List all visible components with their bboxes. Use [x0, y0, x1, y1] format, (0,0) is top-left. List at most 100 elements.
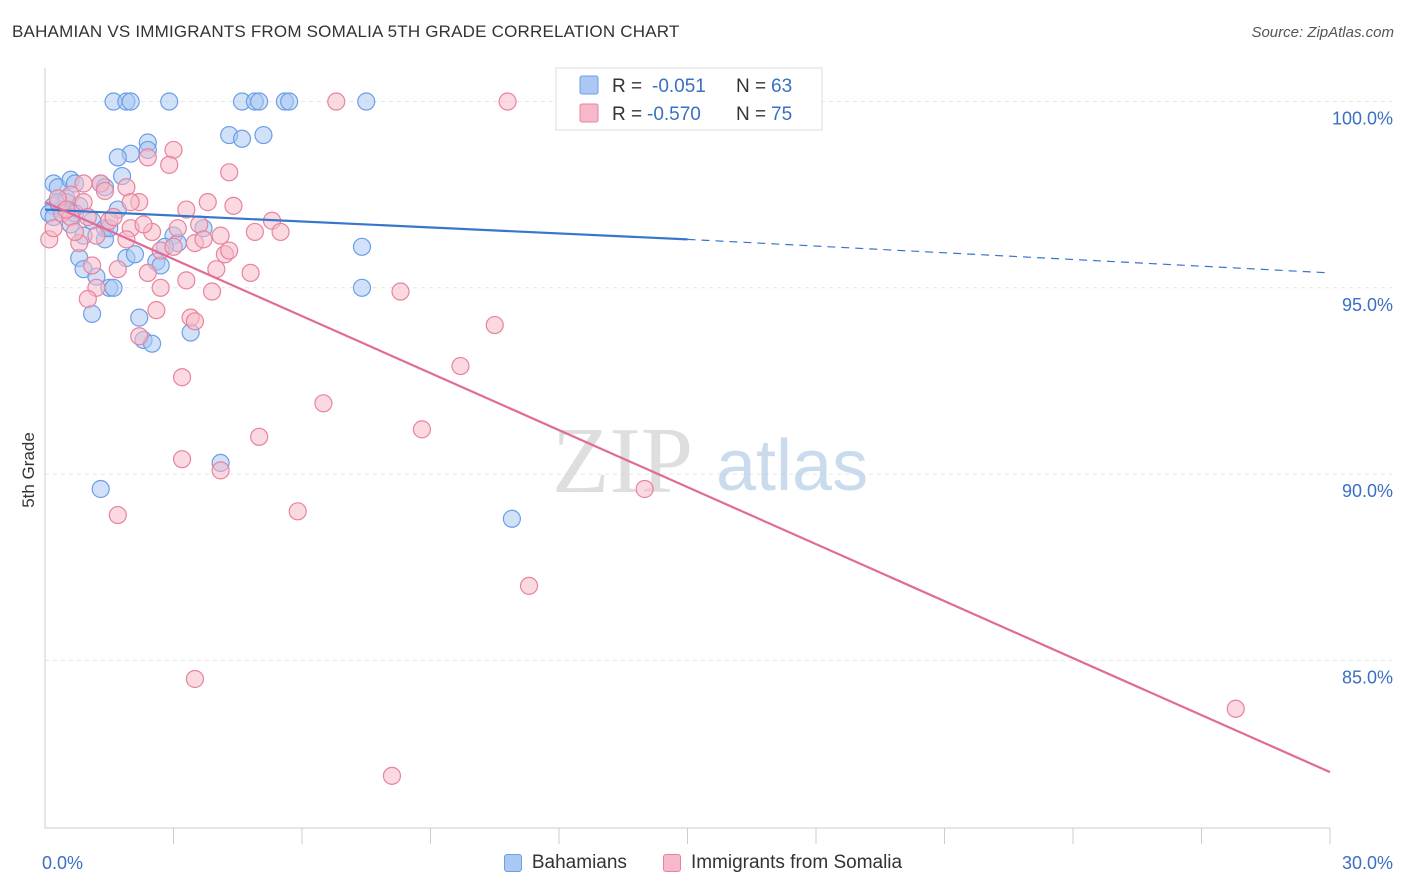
- trend-extension-0: [687, 238, 1331, 274]
- stats-n-label-2: N =: [736, 104, 766, 125]
- point-series0-16: [108, 148, 127, 167]
- point-series1-5: [220, 163, 239, 182]
- legend-item-somalia[interactable]: Immigrants from Somalia: [662, 852, 903, 874]
- x-tick-label-0: 0.0%: [42, 853, 83, 873]
- point-series1-56: [211, 461, 230, 480]
- point-series1-62: [382, 766, 402, 785]
- legend-swatch-bahamians: [503, 854, 522, 872]
- svg-text:R = -0.051 N =: R = -0.051 N = 63: [612, 76, 792, 97]
- point-series1-72: [220, 241, 239, 260]
- point-series0-36: [125, 245, 145, 264]
- point-series1-58: [108, 505, 127, 525]
- point-series1-48: [130, 327, 149, 346]
- legend-item-bahamians[interactable]: Bahamians: [503, 852, 627, 874]
- point-series1-55: [172, 450, 192, 469]
- chart-title: BAHAMIAN VS IMMIGRANTS FROM SOMALIA 5TH …: [12, 22, 680, 41]
- point-series1-69: [134, 215, 153, 234]
- y-tick-label-2: 90.0%: [1342, 481, 1393, 501]
- x-tick-label-1: 30.0%: [1342, 853, 1393, 873]
- point-series1-29: [87, 226, 106, 245]
- point-series1-63: [1226, 699, 1245, 718]
- stats-swatch-bahamians: [579, 75, 599, 95]
- point-series1-39: [241, 263, 260, 283]
- point-series0-50: [130, 308, 149, 327]
- point-series1-61: [185, 669, 205, 689]
- point-series1-50: [451, 356, 470, 376]
- y-tick-label-0: 100.0%: [1332, 109, 1393, 129]
- point-series0-3: [160, 92, 179, 111]
- svg-text:R = -0.570 N =: R = -0.570 N = 75: [612, 104, 792, 125]
- point-series1-9: [74, 193, 93, 212]
- point-series1-57: [635, 479, 654, 499]
- series-legend: Bahamians Immigrants from Somalia: [0, 852, 1406, 874]
- watermark-zip: ZIP: [552, 409, 693, 513]
- trend-lines: [44, 201, 1331, 774]
- stats-swatch-somalia: [579, 103, 599, 123]
- point-series0-47: [352, 237, 372, 256]
- legend-label-bahamians: Bahamians: [531, 852, 627, 873]
- y-axis-label: 5th Grade: [19, 432, 38, 508]
- point-series0-14: [254, 125, 273, 145]
- point-series1-52: [314, 394, 333, 413]
- watermark-atlas: atlas: [716, 426, 868, 506]
- point-series1-3: [138, 148, 157, 167]
- point-series0-56: [502, 509, 521, 528]
- stats-n-value-1: 63: [771, 76, 792, 97]
- point-series1-12: [177, 200, 196, 219]
- point-series1-70: [164, 237, 183, 256]
- stats-legend-box: [555, 67, 823, 131]
- point-series1-10: [95, 181, 115, 201]
- legend-swatch-somalia: [662, 854, 681, 872]
- point-series1-59: [288, 502, 307, 521]
- point-series1-71: [194, 230, 213, 249]
- point-series0-9: [357, 92, 376, 111]
- stats-r-value-2: -0.570: [647, 104, 701, 125]
- point-series1-22: [168, 219, 187, 238]
- point-series1-36: [138, 263, 157, 283]
- point-series1-25: [245, 222, 264, 242]
- point-series1-45: [147, 301, 166, 320]
- point-series1-53: [250, 427, 269, 446]
- point-series1-0: [327, 92, 346, 111]
- point-series1-51: [172, 368, 192, 387]
- point-series1-4: [160, 155, 179, 174]
- stats-r-label-1: R =: [612, 76, 642, 97]
- axes: [44, 68, 1331, 844]
- stats-n-value-2: 75: [771, 104, 792, 125]
- y-tick-label-3: 85.0%: [1342, 667, 1393, 687]
- stats-n-label-1: N =: [736, 76, 766, 97]
- point-series0-49: [83, 304, 102, 323]
- point-series1-74: [121, 193, 140, 212]
- stats-r-value-1: -0.051: [652, 76, 706, 97]
- point-series0-2: [121, 92, 140, 111]
- point-series0-6: [250, 92, 269, 111]
- gridlines: [45, 101, 1392, 661]
- point-series1-42: [202, 282, 222, 301]
- point-series1-44: [78, 289, 97, 309]
- point-series1-73: [74, 174, 93, 193]
- point-series1-2: [164, 140, 183, 160]
- point-series1-14: [224, 196, 243, 215]
- point-series1-54: [412, 420, 432, 439]
- point-series0-48: [352, 278, 372, 297]
- point-series1-35: [108, 260, 127, 279]
- stats-legend: R = -0.051 N = 63 R = -0.570 N = 75: [555, 67, 823, 131]
- point-series0-8: [280, 92, 299, 111]
- trend-line-1: [44, 201, 1331, 774]
- tick-labels: 100.0% 95.0% 90.0% 85.0% 0.0% 30.0%: [42, 109, 1393, 873]
- point-series0-44: [104, 278, 123, 297]
- point-series1-7: [117, 178, 136, 197]
- point-series1-41: [151, 278, 170, 297]
- stats-r-label-2: R =: [612, 104, 642, 125]
- trend-line-0: [44, 208, 688, 241]
- point-series1-49: [485, 315, 504, 335]
- point-series1-34: [83, 256, 102, 275]
- chart-source: Source: ZipAtlas.com: [1251, 24, 1394, 41]
- legend-label-somalia: Immigrants from Somalia: [690, 852, 903, 873]
- point-series1-23: [190, 215, 209, 234]
- point-series1-24: [211, 226, 230, 245]
- point-series1-13: [198, 193, 217, 212]
- point-series1-47: [185, 312, 205, 331]
- point-series1-43: [391, 282, 410, 301]
